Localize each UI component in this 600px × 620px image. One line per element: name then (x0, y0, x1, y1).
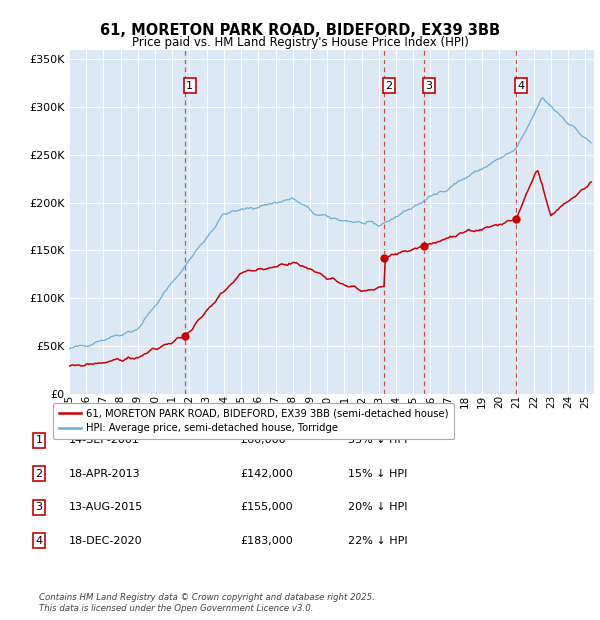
Text: 20% ↓ HPI: 20% ↓ HPI (348, 502, 407, 512)
Text: 4: 4 (517, 81, 524, 91)
Text: 15% ↓ HPI: 15% ↓ HPI (348, 469, 407, 479)
Text: 3: 3 (425, 81, 433, 91)
Text: £183,000: £183,000 (240, 536, 293, 546)
Text: 18-APR-2013: 18-APR-2013 (69, 469, 140, 479)
Text: 2: 2 (386, 81, 393, 91)
Text: 1: 1 (186, 81, 193, 91)
Legend: 61, MORETON PARK ROAD, BIDEFORD, EX39 3BB (semi-detached house), HPI: Average pr: 61, MORETON PARK ROAD, BIDEFORD, EX39 3B… (53, 403, 454, 438)
Text: £142,000: £142,000 (240, 469, 293, 479)
Text: 18-DEC-2020: 18-DEC-2020 (69, 536, 143, 546)
Text: 13-AUG-2015: 13-AUG-2015 (69, 502, 143, 512)
Text: 14-SEP-2001: 14-SEP-2001 (69, 435, 140, 445)
Text: 4: 4 (35, 536, 43, 546)
Text: 61, MORETON PARK ROAD, BIDEFORD, EX39 3BB: 61, MORETON PARK ROAD, BIDEFORD, EX39 3B… (100, 23, 500, 38)
Text: Price paid vs. HM Land Registry's House Price Index (HPI): Price paid vs. HM Land Registry's House … (131, 36, 469, 49)
Text: 1: 1 (35, 435, 43, 445)
Text: Contains HM Land Registry data © Crown copyright and database right 2025.
This d: Contains HM Land Registry data © Crown c… (39, 593, 375, 613)
Text: 3: 3 (35, 502, 43, 512)
Text: 2: 2 (35, 469, 43, 479)
Text: £60,000: £60,000 (240, 435, 286, 445)
Text: 33% ↓ HPI: 33% ↓ HPI (348, 435, 407, 445)
Text: £155,000: £155,000 (240, 502, 293, 512)
Text: 22% ↓ HPI: 22% ↓ HPI (348, 536, 407, 546)
